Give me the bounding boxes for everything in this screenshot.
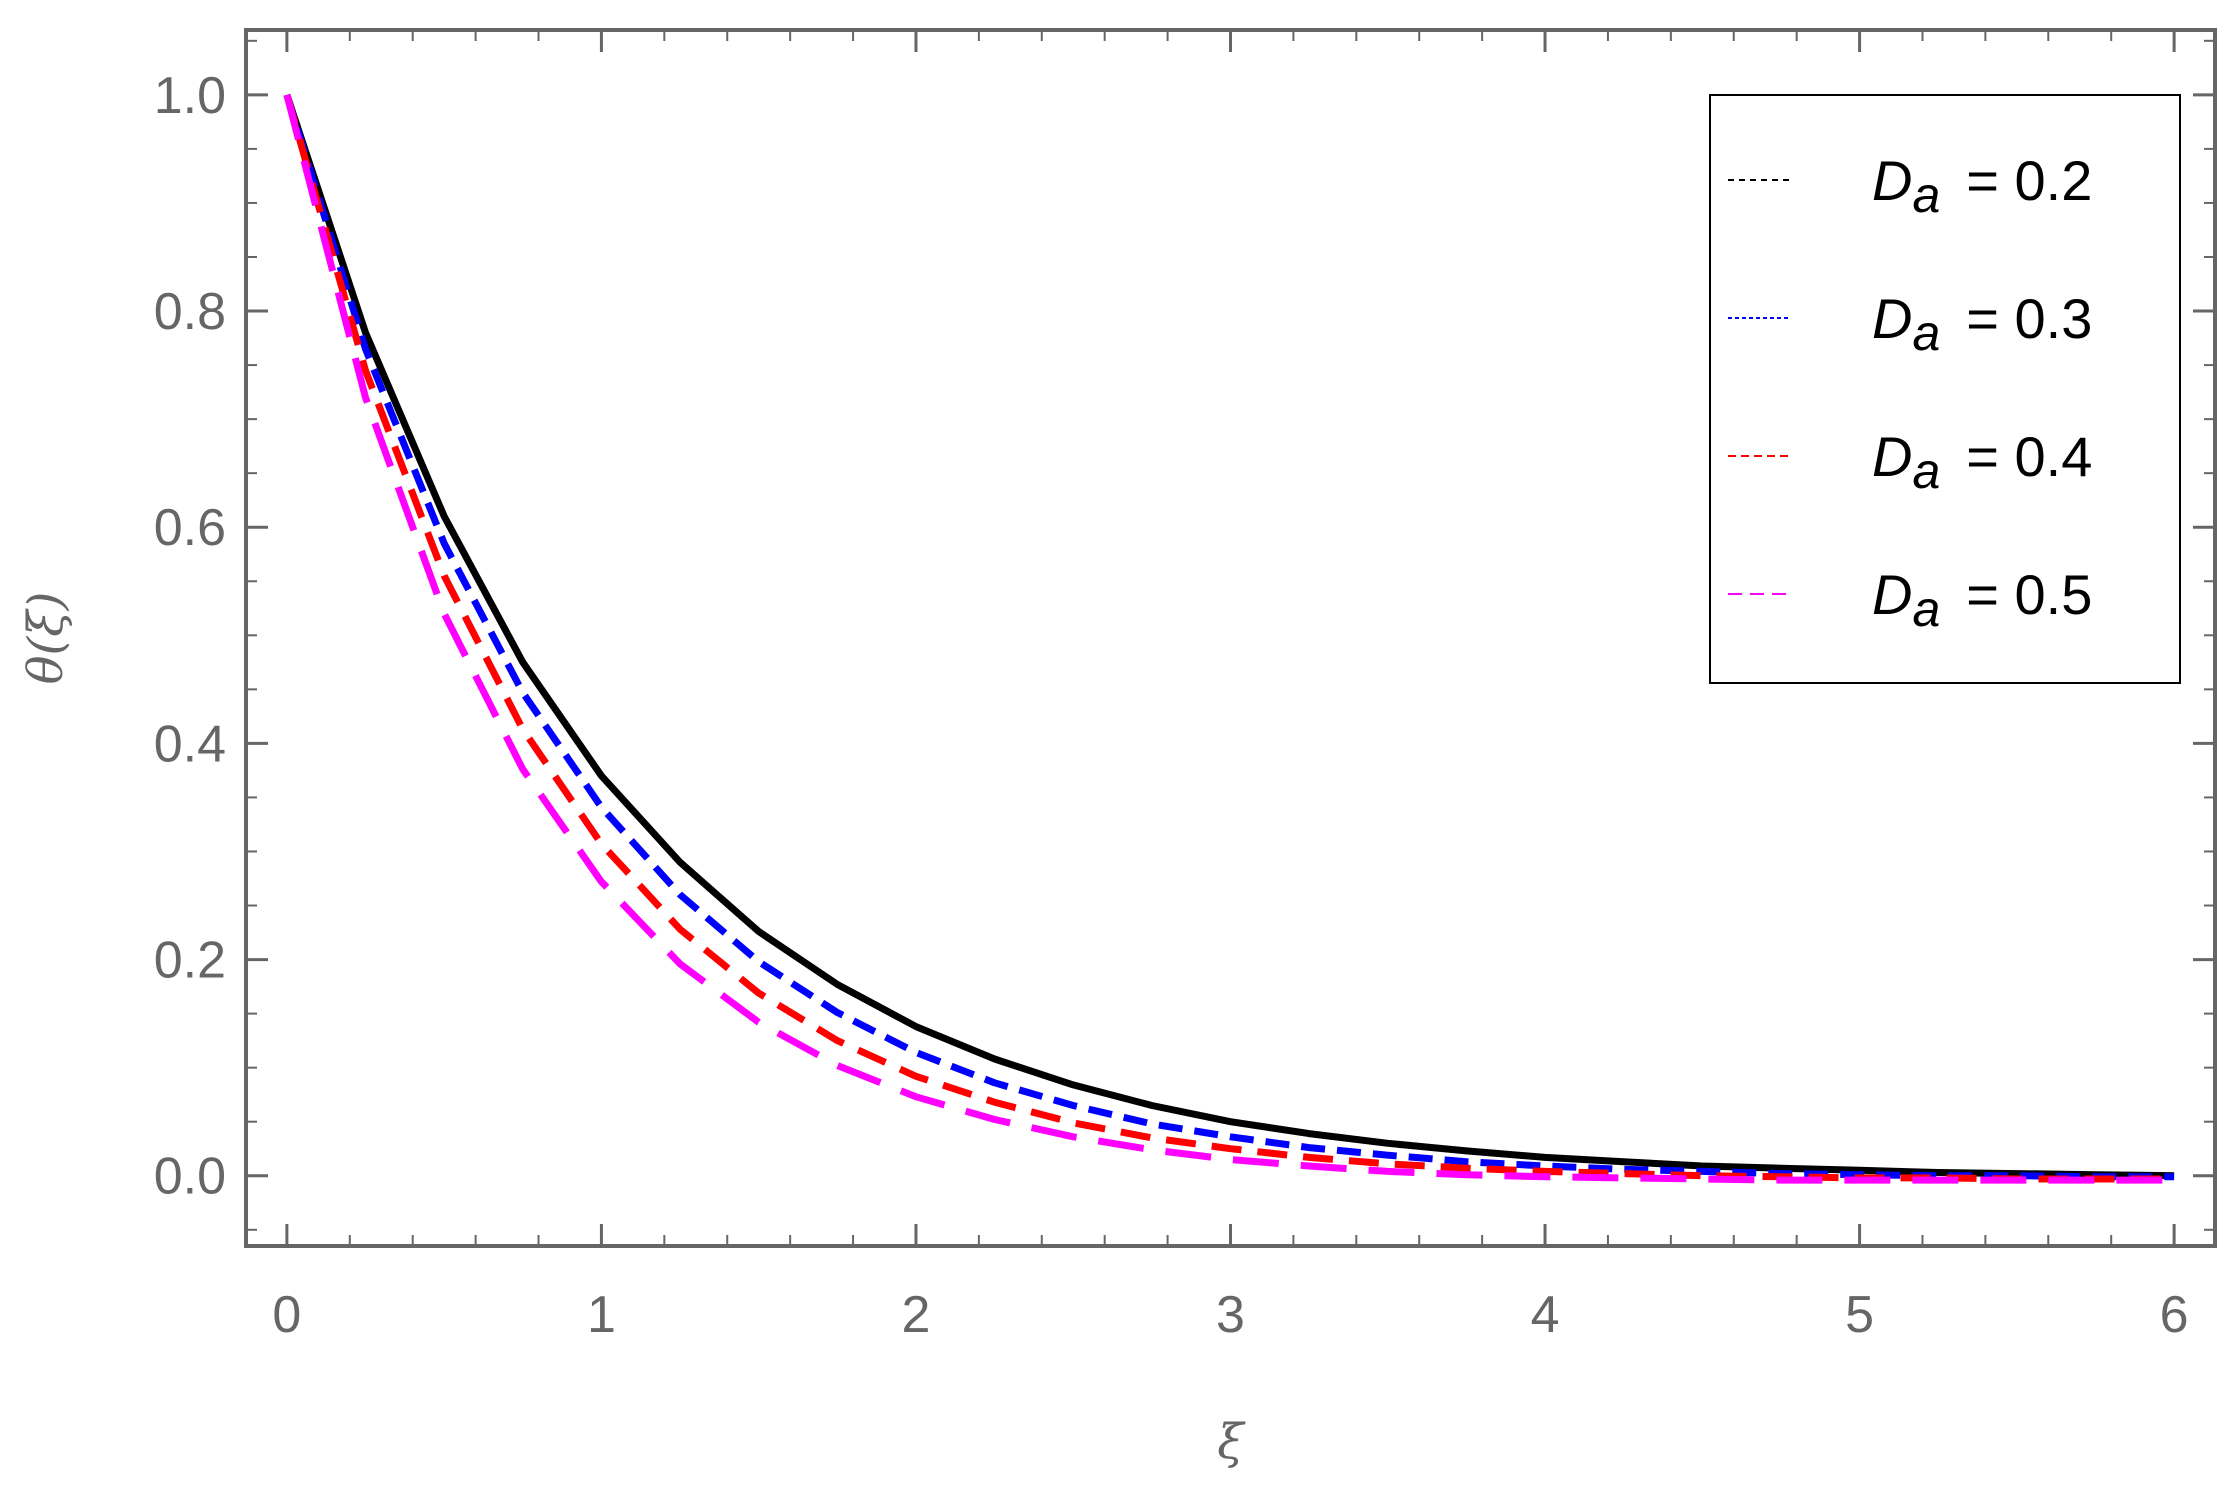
series-line-4 — [283, 94, 2175, 1184]
y-tick-label: 1.0 — [154, 67, 226, 125]
legend-value: = 0.2 — [1966, 149, 2092, 212]
series-line-1 — [283, 93, 2175, 1180]
legend-symbol: D — [1872, 425, 1912, 488]
legend-value: = 0.5 — [1966, 563, 2092, 626]
x-tick-label: 6 — [2160, 1286, 2189, 1344]
legend-symbol: D — [1872, 287, 1912, 350]
x-tick-label: 3 — [1216, 1286, 1245, 1344]
y-tick-label: 0.6 — [154, 499, 226, 557]
labels-layer: ξ θ(ξ) — [18, 592, 1246, 1470]
y-axis-label: θ(ξ) — [18, 592, 74, 685]
legend-subscript: a — [1912, 581, 1940, 637]
legend-subscript: a — [1912, 167, 1940, 223]
legend-label-1: Da = 0.2 — [1872, 149, 2092, 223]
legend: Da = 0.2 Da = 0.3 Da = 0.4 Da = 0.5 — [1709, 94, 2181, 684]
x-tick-label: 1 — [587, 1286, 616, 1344]
x-tick-label: 0 — [272, 1286, 301, 1344]
x-tick-label: 2 — [902, 1286, 931, 1344]
legend-value: = 0.3 — [1966, 287, 2092, 350]
legend-symbol: D — [1872, 563, 1912, 626]
x-tick-label: 5 — [1845, 1286, 1874, 1344]
legend-label-4: Da = 0.5 — [1872, 563, 2092, 637]
legend-label-3: Da = 0.4 — [1872, 425, 2092, 499]
y-tick-label: 0.0 — [154, 1148, 226, 1206]
y-tick-label: 0.8 — [154, 283, 226, 341]
series-layer — [283, 93, 2175, 1184]
legend-box — [1709, 94, 2181, 684]
legend-subscript: a — [1912, 443, 1940, 499]
plot-frame — [244, 28, 2217, 1248]
y-tick-label: 0.4 — [154, 715, 226, 773]
y-tick-label: 0.2 — [154, 932, 226, 990]
x-tick-label: 4 — [1531, 1286, 1560, 1344]
x-axis-label: ξ — [1217, 1414, 1246, 1470]
legend-label-2: Da = 0.3 — [1872, 287, 2092, 361]
legend-value: = 0.4 — [1966, 425, 2092, 488]
legend-subscript: a — [1912, 305, 1940, 361]
ticks-layer: 0 1 2 3 4 5 6 0.0 0.2 0.4 0.6 0.8 1.0 — [154, 30, 2215, 1344]
legend-symbol: D — [1872, 149, 1912, 212]
